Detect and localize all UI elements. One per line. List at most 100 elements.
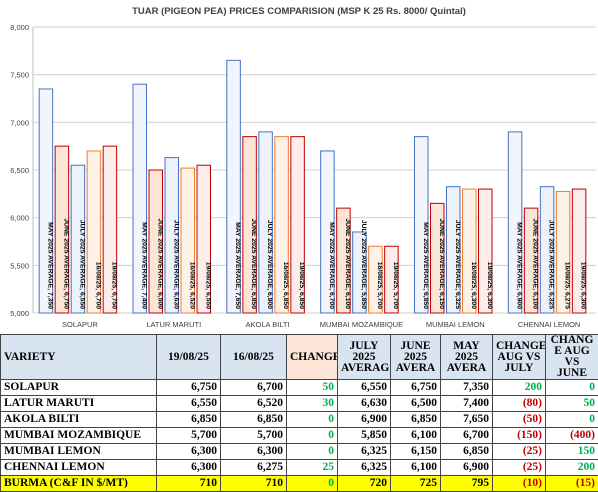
bar-data-label: 19/08/25, 6,300	[486, 262, 493, 309]
category-label: MUMBAI MOZAMBIQUE	[320, 320, 403, 329]
y-tick-label: 6,000	[10, 214, 29, 223]
cell-change-vs-july: (150)	[493, 428, 546, 444]
cell-variety: SOLAPUR	[1, 380, 157, 396]
cell-change: 50	[287, 380, 338, 396]
price-table: VARIETY 19/08/25 16/08/25 CHANGE JULY 20…	[0, 334, 598, 492]
bar-data-label: JUNE 2025 AVERAGE, 6,150	[438, 218, 445, 309]
bar-data-label: 16/08/25, 6,700	[94, 262, 101, 309]
bar-data-label: MAY 2025 AVERAGE, 6,900	[516, 222, 523, 309]
cell-may: 7,350	[441, 380, 493, 396]
cell-date-2: 6,275	[221, 460, 287, 476]
cell-june: 6,500	[391, 396, 441, 412]
bar-data-label: 19/08/25, 6,550	[204, 262, 211, 309]
cell-july: 6,325	[338, 444, 391, 460]
cell-date-2: 6,520	[221, 396, 287, 412]
bar-data-label: JULY 2025 AVERAGE, 6,325	[454, 220, 461, 309]
bar-data-label: MAY 2025 AVERAGE, 6,700	[328, 222, 335, 309]
cell-variety: MUMBAI LEMON	[1, 444, 157, 460]
cell-date-1: 6,550	[157, 396, 221, 412]
bar-data-label: JUNE 2025 AVERAGE, 6,750	[62, 218, 69, 309]
cell-july: 6,630	[338, 396, 391, 412]
cell-date-1: 5,700	[157, 428, 221, 444]
header-change: CHANGE	[287, 335, 338, 380]
cell-change-vs-july: (50)	[493, 412, 546, 428]
cell-june: 6,150	[391, 444, 441, 460]
cell-change: 0	[287, 412, 338, 428]
bar-data-label: 19/08/25, 6,850	[298, 262, 305, 309]
cell-change-vs-june: 50	[546, 396, 598, 412]
bar-data-label: MAY 2025 AVERAGE, 7,350	[46, 222, 53, 309]
y-tick-label: 5,500	[10, 261, 29, 270]
bar-data-label: MAY 2025 AVERAGE, 7,400	[140, 222, 147, 309]
table-row-highlight: BURMA (C&F IN $/MT) 710 710 0 720 725 79…	[1, 476, 598, 492]
cell-change-vs-june: 150	[546, 444, 598, 460]
cell-change-vs-june: (15)	[546, 476, 598, 492]
category-label: SOLAPUR	[62, 320, 98, 329]
cell-july: 6,325	[338, 460, 391, 476]
cell-variety: MUMBAI MOZAMBIQUE	[1, 428, 157, 444]
header-july-average: JULY 2025 AVERAG	[338, 335, 391, 380]
cell-change-vs-june: 0	[546, 412, 598, 428]
table-row: AKOLA BILTI 6,850 6,850 0 6,900 6,850 7,…	[1, 412, 598, 428]
bar-data-label: JUNE 2025 AVERAGE, 6,850	[250, 218, 257, 309]
table-row: LATUR MARUTI 6,550 6,520 30 6,630 6,500 …	[1, 396, 598, 412]
cell-june: 6,750	[391, 380, 441, 396]
cell-date-2: 6,700	[221, 380, 287, 396]
bars: MAY 2025 AVERAGE, 7,350 JUNE 2025 AVERAGE…	[39, 60, 586, 313]
cell-date-1: 6,300	[157, 444, 221, 460]
bar-data-label: JULY 2025 AVERAGE, 6,630	[172, 220, 179, 309]
bar-data-label: MAY 2025 AVERAGE, 7,650	[234, 222, 241, 309]
header-change-vs-july: CHANGE AUG VS JULY	[493, 335, 546, 380]
cell-date-1: 710	[157, 476, 221, 492]
cell-may: 6,900	[441, 460, 493, 476]
cell-date-1: 6,850	[157, 412, 221, 428]
table-row: CHENNAI LEMON 6,300 6,275 25 6,325 6,100…	[1, 460, 598, 476]
cell-date-1: 6,300	[157, 460, 221, 476]
cell-change-vs-june: 0	[546, 380, 598, 396]
bar-data-label: JUNE 2025 AVERAGE, 6,100	[532, 218, 539, 309]
cell-june: 725	[391, 476, 441, 492]
cell-june: 6,100	[391, 428, 441, 444]
cell-date-2: 6,850	[221, 412, 287, 428]
bar-data-label: 19/08/25, 5,700	[392, 262, 399, 309]
cell-change-vs-july: (25)	[493, 444, 546, 460]
table-row: SOLAPUR 6,750 6,700 50 6,550 6,750 7,350…	[1, 380, 598, 396]
bar-data-label: 16/08/25, 6,300	[470, 262, 477, 309]
bar-data-label: 19/08/25, 6,300	[580, 262, 587, 309]
table-header-row: VARIETY 19/08/25 16/08/25 CHANGE JULY 20…	[1, 335, 598, 380]
cell-july: 720	[338, 476, 391, 492]
y-tick-label: 5,000	[10, 309, 29, 318]
y-tick-label: 7,000	[10, 118, 29, 127]
bar-data-label: MAY 2025 AVERAGE, 6,850	[422, 222, 429, 309]
category-label: AKOLA BILTI	[246, 320, 290, 329]
bar-data-label: 19/08/25, 6,750	[110, 262, 117, 309]
header-variety: VARIETY	[1, 335, 157, 380]
cell-july: 6,900	[338, 412, 391, 428]
y-tick-label: 6,500	[10, 166, 29, 175]
header-may-average: MAY 2025 AVERA	[441, 335, 493, 380]
cell-variety: BURMA (C&F IN $/MT)	[1, 476, 157, 492]
bar-data-label: JUNE 2025 AVERAGE, 6,100	[344, 218, 351, 309]
cell-change-vs-june: 200	[546, 460, 598, 476]
cell-change: 0	[287, 444, 338, 460]
cell-june: 6,100	[391, 460, 441, 476]
cell-variety: LATUR MARUTI	[1, 396, 157, 412]
cell-july: 6,550	[338, 380, 391, 396]
cell-variety: AKOLA BILTI	[1, 412, 157, 428]
bar-data-label: 16/08/25, 6,275	[564, 262, 571, 309]
cell-may: 7,650	[441, 412, 493, 428]
bar-data-label: 16/08/25, 6,850	[282, 262, 289, 309]
category-label: MUMBAI LEMON	[426, 320, 485, 329]
cell-change-vs-july: (80)	[493, 396, 546, 412]
chart-title: TUAR (PIGEON PEA) PRICES COMPARISION (MS…	[132, 6, 466, 17]
cell-date-2: 710	[221, 476, 287, 492]
header-date-2: 16/08/25	[221, 335, 287, 380]
price-chart: TUAR (PIGEON PEA) PRICES COMPARISION (MS…	[0, 0, 598, 336]
cell-variety: CHENNAI LEMON	[1, 460, 157, 476]
bar-data-label: JULY 2025 AVERAGE, 5,850	[360, 220, 367, 309]
bar-data-label: 16/08/25, 6,520	[188, 262, 195, 309]
cell-change: 25	[287, 460, 338, 476]
cell-may: 795	[441, 476, 493, 492]
